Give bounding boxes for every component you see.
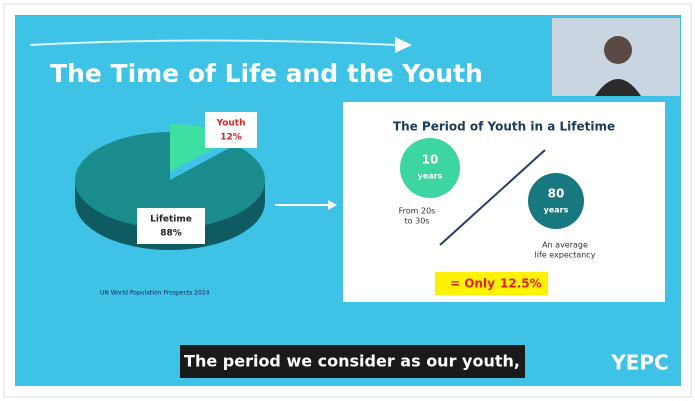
caption: to 30s (405, 217, 430, 226)
life-circle (528, 173, 584, 229)
pie-label: Youth (216, 119, 246, 129)
result-prefix: = Only (450, 277, 495, 291)
webcam-person (604, 36, 632, 64)
page: The Time of Life and the Youth Youth 12% L… (0, 0, 695, 401)
logo: YEPC (610, 351, 668, 375)
circle-unit: years (418, 172, 443, 181)
pie-label-box (205, 112, 257, 148)
result-value: 12.5% (500, 277, 542, 291)
circle-unit: years (544, 206, 569, 215)
pie-value-label: 88% (160, 229, 182, 239)
caption: From 20s (399, 207, 436, 216)
subtitle: The period we consider as our youth, (184, 352, 520, 371)
screen: The Time of Life and the Youth Youth 12% L… (0, 0, 695, 401)
source: UN World Population Prospects 2024 (100, 290, 210, 297)
caption: An average (542, 241, 588, 250)
slide-title: The Time of Life and the Youth (50, 59, 483, 88)
circle-number: 10 (422, 153, 439, 167)
pie-label-box (137, 208, 205, 244)
circle-number: 80 (548, 187, 565, 201)
pie-label: Lifetime (150, 215, 192, 225)
panel-title: The Period of Youth in a Lifetime (393, 120, 615, 134)
youth-circle (400, 138, 460, 198)
caption: life expectancy (535, 251, 596, 260)
pie-value-label: 12% (220, 133, 242, 143)
